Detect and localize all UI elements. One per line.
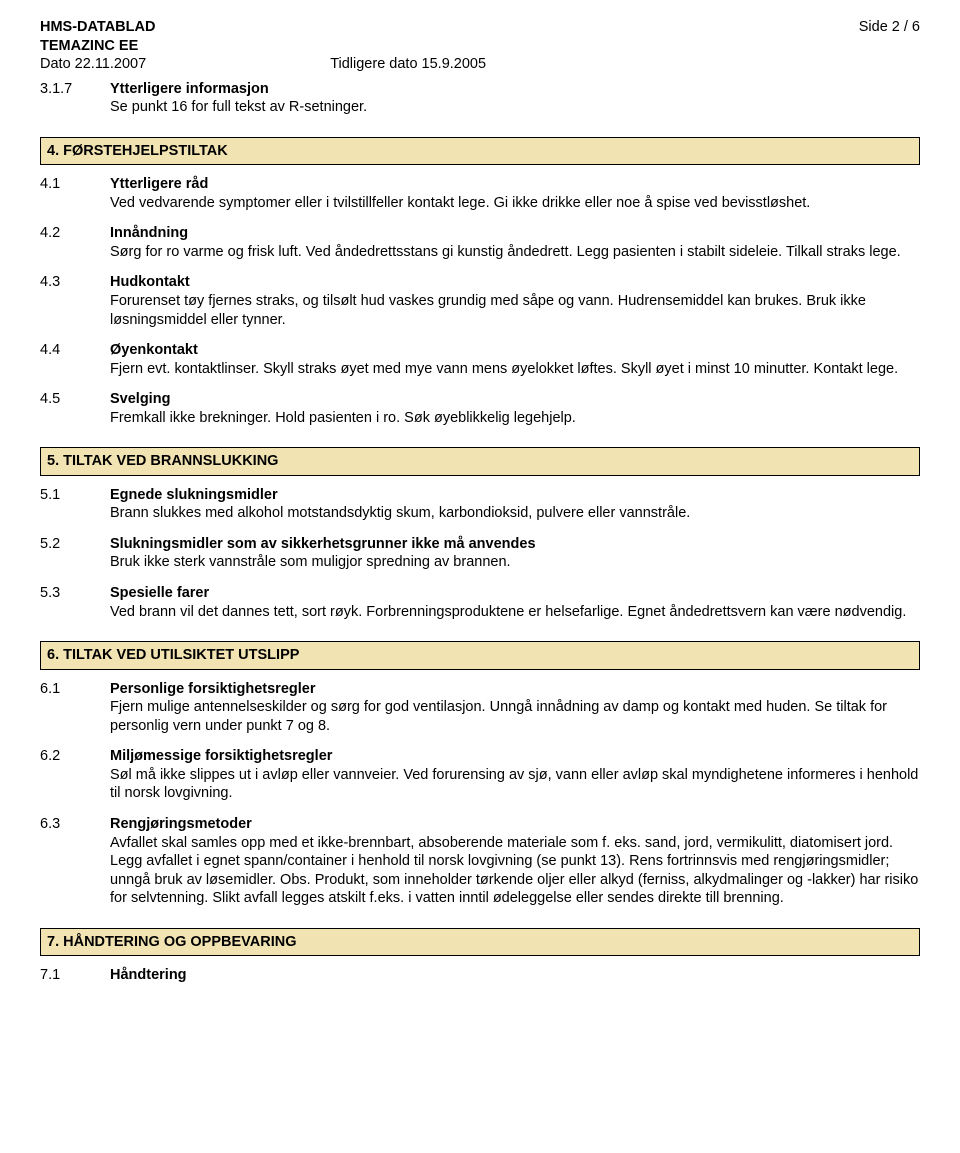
subsection-number: 6.1 [40,680,110,738]
section-7-heading: 7. HÅNDTERING OG OPPBEVARING [40,928,920,957]
subsection-number: 6.3 [40,815,110,910]
subsection-content: Øyenkontakt Fjern evt. kontaktlinser. Sk… [110,341,920,380]
page-number: Side 2 / 6 [859,18,920,37]
subsection-text: Sørg for ro varme og frisk luft. Ved ånd… [110,243,920,262]
subsection-number: 5.3 [40,584,110,623]
subsection-content: Rengjøringsmetoder Avfallet skal samles … [110,815,920,910]
subsection-text: Avfallet skal samles opp med et ikke-bre… [110,834,920,908]
subsection-content: Spesielle farer Ved brann vil det dannes… [110,584,920,623]
subsection-text: Bruk ikke sterk vannstråle som muligjor … [110,553,920,572]
date: Dato 22.11.2007 [40,56,146,72]
subsection-title: Personlige forsiktighetsregler [110,680,920,699]
subsection-4-1: 4.1 Ytterligere råd Ved vedvarende sympt… [40,175,920,214]
subsection-text: Fjern mulige antennelseskilder og sørg f… [110,698,920,735]
subsection-4-2: 4.2 Innåndning Sørg for ro varme og fris… [40,224,920,263]
date-line: Dato 22.11.2007 Tidligere dato 15.9.2005 [40,55,920,74]
subsection-3-1-7: 3.1.7 Ytterligere informasjon Se punkt 1… [40,80,920,119]
subsection-4-5: 4.5 Svelging Fremkall ikke brekninger. H… [40,390,920,429]
subsection-number: 6.2 [40,747,110,805]
subsection-number: 4.3 [40,273,110,331]
subsection-content: Miljømessige forsiktighetsregler Søl må … [110,747,920,805]
subsection-title: Ytterligere informasjon [110,80,920,99]
subsection-title: Miljømessige forsiktighetsregler [110,747,920,766]
subsection-6-1: 6.1 Personlige forsiktighetsregler Fjern… [40,680,920,738]
subsection-number: 4.1 [40,175,110,214]
subsection-title: Innåndning [110,224,920,243]
subsection-content: Innåndning Sørg for ro varme og frisk lu… [110,224,920,263]
subsection-5-2: 5.2 Slukningsmidler som av sikkerhetsgru… [40,535,920,574]
section-4-heading: 4. FØRSTEHJELPSTILTAK [40,137,920,166]
subsection-text: Ved brann vil det dannes tett, sort røyk… [110,603,920,622]
subsection-text: Forurenset tøy fjernes straks, og tilsøl… [110,292,920,329]
subsection-number: 5.2 [40,535,110,574]
subsection-content: Ytterligere råd Ved vedvarende symptomer… [110,175,920,214]
product-name: TEMAZINC EE [40,37,920,56]
doc-title: HMS-DATABLAD [40,18,155,37]
subsection-6-3: 6.3 Rengjøringsmetoder Avfallet skal sam… [40,815,920,910]
subsection-text: Brann slukkes med alkohol motstandsdykti… [110,504,920,523]
subsection-4-3: 4.3 Hudkontakt Forurenset tøy fjernes st… [40,273,920,331]
subsection-5-3: 5.3 Spesielle farer Ved brann vil det da… [40,584,920,623]
subsection-content: Svelging Fremkall ikke brekninger. Hold … [110,390,920,429]
subsection-number: 3.1.7 [40,80,110,119]
subsection-text: Se punkt 16 for full tekst av R-setninge… [110,98,920,117]
subsection-title: Ytterligere råd [110,175,920,194]
subsection-number: 5.1 [40,486,110,525]
subsection-text: Søl må ikke slippes ut i avløp eller van… [110,766,920,803]
subsection-number: 4.4 [40,341,110,380]
subsection-7-1: 7.1 Håndtering [40,966,920,985]
subsection-text: Ved vedvarende symptomer eller i tvilsti… [110,194,920,213]
subsection-5-1: 5.1 Egnede slukningsmidler Brann slukkes… [40,486,920,525]
subsection-title: Egnede slukningsmidler [110,486,920,505]
subsection-content: Slukningsmidler som av sikkerhetsgrunner… [110,535,920,574]
subsection-title: Spesielle farer [110,584,920,603]
subsection-content: Håndtering [110,966,920,985]
subsection-content: Hudkontakt Forurenset tøy fjernes straks… [110,273,920,331]
subsection-title: Øyenkontakt [110,341,920,360]
subsection-4-4: 4.4 Øyenkontakt Fjern evt. kontaktlinser… [40,341,920,380]
subsection-content: Personlige forsiktighetsregler Fjern mul… [110,680,920,738]
subsection-title: Rengjøringsmetoder [110,815,920,834]
subsection-title: Slukningsmidler som av sikkerhetsgrunner… [110,535,920,554]
subsection-title: Hudkontakt [110,273,920,292]
subsection-number: 4.5 [40,390,110,429]
subsection-6-2: 6.2 Miljømessige forsiktighetsregler Søl… [40,747,920,805]
subsection-text: Fjern evt. kontaktlinser. Skyll straks ø… [110,360,920,379]
subsection-content: Egnede slukningsmidler Brann slukkes med… [110,486,920,525]
section-6-heading: 6. TILTAK VED UTILSIKTET UTSLIPP [40,641,920,670]
subsection-content: Ytterligere informasjon Se punkt 16 for … [110,80,920,119]
subsection-title: Håndtering [110,966,920,985]
header-row-1: HMS-DATABLAD Side 2 / 6 [40,18,920,37]
previous-date: Tidligere dato 15.9.2005 [330,55,486,74]
section-5-heading: 5. TILTAK VED BRANNSLUKKING [40,447,920,476]
subsection-text: Fremkall ikke brekninger. Hold pasienten… [110,409,920,428]
subsection-title: Svelging [110,390,920,409]
subsection-number: 7.1 [40,966,110,985]
subsection-number: 4.2 [40,224,110,263]
